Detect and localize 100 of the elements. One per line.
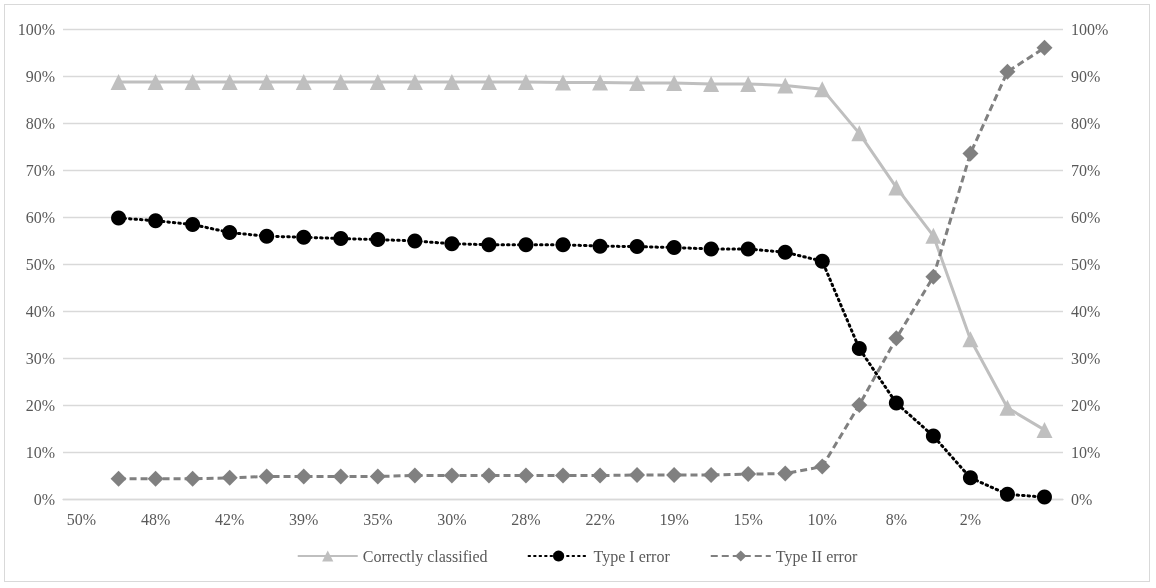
point	[221, 74, 238, 91]
point	[370, 232, 386, 248]
point	[184, 74, 201, 91]
point	[480, 74, 497, 91]
point	[777, 465, 794, 482]
point	[703, 75, 720, 92]
point	[1036, 39, 1053, 56]
point	[555, 467, 571, 484]
point	[110, 74, 127, 91]
point	[369, 74, 386, 91]
point	[999, 486, 1015, 502]
point	[555, 74, 571, 91]
point	[222, 225, 238, 241]
point	[814, 458, 831, 475]
y2-tick-label: 10%	[1071, 443, 1101, 461]
point	[629, 467, 646, 484]
y-tick-label: 20%	[25, 396, 55, 414]
point	[925, 428, 941, 444]
point	[406, 467, 423, 484]
point	[851, 341, 867, 357]
point	[999, 63, 1016, 80]
y-tick-label: 70%	[25, 161, 55, 179]
y2-tick-label: 80%	[1071, 114, 1101, 132]
point	[629, 75, 646, 92]
x-tick-label: 42%	[215, 510, 245, 528]
y2-tick-label: 30%	[1071, 349, 1101, 367]
point	[110, 470, 127, 487]
point	[517, 74, 534, 91]
point	[592, 467, 609, 484]
point	[184, 470, 201, 487]
point	[740, 241, 756, 257]
point	[814, 81, 831, 98]
x-tick-label: 8%	[885, 510, 907, 528]
legend-label: Correctly classified	[362, 547, 488, 566]
y-tick-label: 100%	[17, 20, 55, 38]
x-tick-label: 22%	[585, 510, 615, 528]
point	[666, 467, 683, 484]
point	[296, 229, 312, 245]
legend-label: Type II error	[775, 547, 858, 566]
y-tick-label: 10%	[25, 443, 55, 461]
y2-tick-label: 50%	[1071, 255, 1101, 273]
point	[147, 74, 164, 91]
point	[332, 74, 349, 91]
point	[592, 238, 608, 254]
point	[295, 468, 312, 485]
point	[740, 75, 757, 92]
point	[666, 75, 683, 92]
y2-tick-label: 60%	[1071, 208, 1101, 226]
point	[518, 237, 534, 253]
point	[888, 330, 905, 347]
y2-tick-label: 100%	[1071, 20, 1109, 38]
point	[777, 244, 793, 260]
point	[1036, 421, 1053, 438]
x-tick-label: 39%	[289, 510, 319, 528]
point	[369, 468, 386, 485]
point	[925, 227, 942, 244]
point	[962, 470, 978, 486]
point	[295, 74, 312, 91]
point	[555, 237, 571, 253]
point	[148, 213, 164, 229]
point	[480, 467, 497, 484]
point	[703, 467, 720, 484]
point	[185, 217, 201, 233]
point	[333, 231, 349, 247]
point	[962, 331, 979, 348]
y2-tick-label: 0%	[1071, 490, 1093, 508]
x-tick-label: 48%	[140, 510, 171, 528]
point	[111, 210, 127, 226]
y2-tick-label: 90%	[1071, 67, 1101, 85]
point	[443, 467, 460, 484]
point	[740, 466, 757, 483]
x-tick-label: 10%	[807, 510, 837, 528]
point	[703, 241, 719, 257]
point	[443, 74, 460, 91]
y-tick-label: 40%	[25, 302, 55, 320]
point	[888, 395, 904, 411]
y2-tick-label: 40%	[1071, 302, 1101, 320]
x-tick-label: 28%	[511, 510, 541, 528]
point	[851, 125, 868, 142]
point	[444, 236, 460, 252]
point	[407, 233, 423, 249]
y-tick-label: 0%	[33, 490, 55, 508]
point	[259, 228, 275, 244]
point	[629, 239, 645, 255]
point	[221, 469, 238, 486]
y2-tick-label: 20%	[1071, 396, 1101, 414]
point	[962, 145, 979, 162]
point	[147, 470, 164, 487]
point	[332, 468, 349, 485]
y2-tick-label: 70%	[1071, 161, 1101, 179]
x-tick-label: 19%	[659, 510, 689, 528]
point	[258, 74, 275, 91]
x-tick-label: 35%	[363, 510, 393, 528]
point	[1037, 489, 1052, 505]
y-tick-label: 50%	[25, 255, 55, 273]
point	[481, 237, 497, 253]
point	[851, 397, 868, 413]
point	[517, 467, 534, 484]
point	[592, 74, 609, 91]
point	[777, 77, 794, 94]
